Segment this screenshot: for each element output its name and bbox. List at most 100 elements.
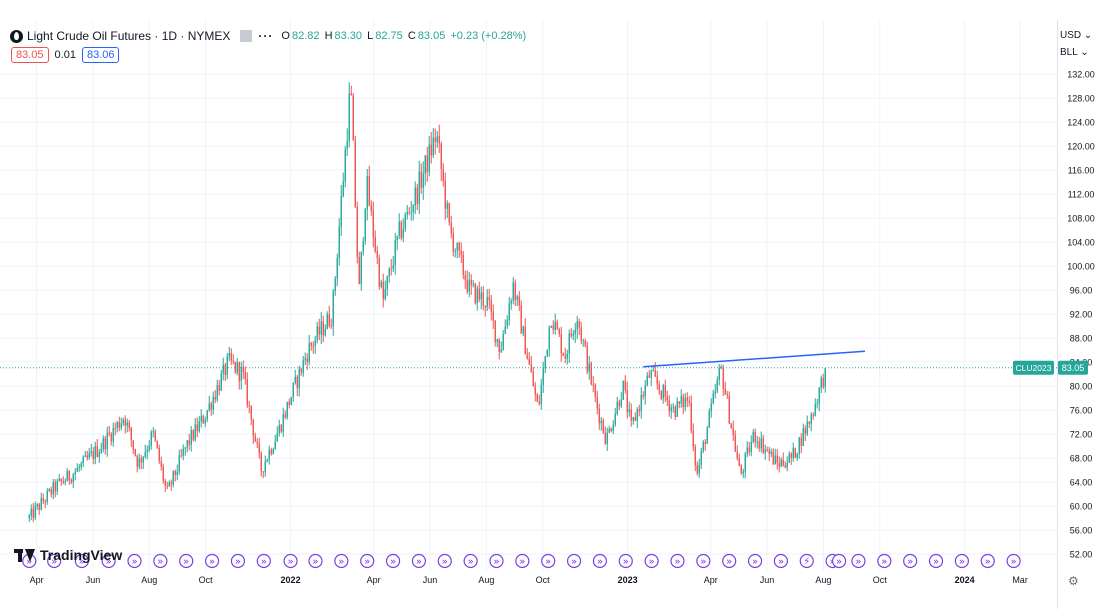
event-marker-icon[interactable]: » — [463, 553, 478, 569]
candle-body — [426, 155, 428, 172]
event-marker-icon[interactable]: » — [928, 553, 944, 569]
more-options-icon[interactable]: ··· — [258, 29, 274, 43]
candle-body — [776, 455, 778, 463]
candle-body — [194, 424, 196, 440]
time-axis: Apr Jun Aug Oct 2022 Apr Jun Aug Oct 2023 Apr Jun Au… — [30, 575, 1028, 585]
candle-body — [646, 375, 648, 386]
event-marker-icon[interactable]: » — [618, 553, 633, 569]
candle-body — [494, 320, 496, 342]
event-marker-icon[interactable]: » — [670, 553, 685, 569]
event-marker-icon[interactable]: » — [592, 553, 608, 569]
event-marker-icon[interactable]: » — [722, 553, 737, 569]
unit-selector[interactable]: BLL ⌄ — [1060, 47, 1089, 58]
event-marker-icon[interactable]: » — [230, 553, 246, 569]
event-marker-icon[interactable]: » — [334, 553, 349, 569]
candle-body — [100, 449, 102, 453]
candle-body — [770, 451, 772, 454]
candle-body — [652, 370, 654, 372]
price-tick-label: 68.00 — [1070, 454, 1093, 464]
candle-body — [704, 441, 706, 444]
event-marker-icon[interactable]: » — [74, 553, 89, 569]
candle-body — [482, 292, 484, 306]
candle-body — [288, 401, 290, 405]
event-marker-icon[interactable]: » — [851, 553, 866, 569]
candle-body — [782, 459, 784, 466]
candle-body — [192, 430, 194, 440]
candle-body — [196, 424, 198, 432]
flag-icon[interactable] — [240, 30, 253, 42]
event-marker-icon[interactable]: » — [153, 553, 168, 569]
svg-text:»: » — [959, 557, 965, 568]
event-marker-icon[interactable]: » — [437, 553, 452, 569]
price-tick-label: 60.00 — [1070, 502, 1093, 512]
candle-body — [290, 397, 292, 405]
symbol-title[interactable]: Light Crude Oil Futures · 1D · NYMEX — [27, 29, 231, 43]
candle-body — [346, 141, 348, 150]
candle-body — [452, 233, 454, 252]
event-marker-icon[interactable]: » — [489, 553, 504, 569]
event-marker-icon[interactable]: » — [179, 553, 194, 569]
candle-body — [550, 325, 552, 328]
candle-body — [398, 222, 400, 236]
candle-body — [296, 376, 298, 389]
candle-body — [572, 334, 574, 336]
event-marker-icon[interactable]: » — [541, 553, 556, 569]
event-marker-icon[interactable]: » — [47, 553, 62, 569]
event-marker-icon[interactable]: » — [1006, 553, 1021, 569]
candle-body — [378, 257, 380, 287]
event-marker-icon[interactable]: » — [385, 553, 401, 569]
candle-body — [278, 425, 280, 434]
event-marker-icon[interactable]: » — [644, 553, 659, 569]
event-marker-icon[interactable]: » — [696, 553, 711, 569]
svg-text:»: » — [390, 557, 396, 568]
event-marker-icon[interactable]: » — [831, 553, 847, 569]
gear-icon[interactable]: ⚙ — [1068, 574, 1079, 588]
event-marker-icon[interactable]: » — [980, 553, 995, 569]
event-marker-icon[interactable]: » — [954, 553, 969, 569]
event-marker-icon[interactable]: » — [903, 553, 918, 569]
candle-body — [58, 478, 60, 481]
candle-body — [758, 441, 760, 449]
event-marker-icon[interactable]: » — [360, 553, 375, 569]
candle-body — [722, 366, 724, 389]
event-marker-icon[interactable]: ⚡ — [799, 553, 814, 569]
candle-body — [664, 385, 666, 397]
candle-body — [732, 427, 734, 436]
candle-body — [202, 415, 204, 424]
svg-text:»: » — [674, 557, 680, 568]
event-marker-icon[interactable]: » — [877, 553, 892, 569]
candle-body — [142, 456, 144, 463]
sell-button[interactable]: 83.05 — [11, 47, 49, 63]
event-marker-icon[interactable]: » — [566, 553, 582, 569]
event-marker-icon[interactable]: » — [411, 553, 427, 569]
event-marker-icon[interactable]: » — [773, 553, 788, 569]
candle-body — [284, 414, 286, 418]
candle-body — [598, 408, 600, 424]
candle-body — [798, 437, 800, 454]
tradingview-logo[interactable]: TradingView — [14, 547, 122, 563]
event-marker-icon[interactable]: » — [308, 553, 323, 569]
candle-body — [650, 371, 652, 378]
candle-body — [736, 451, 738, 459]
event-marker-icon[interactable]: » — [204, 553, 220, 569]
candle-body — [222, 364, 224, 374]
candle-body — [720, 366, 722, 369]
event-marker-icon[interactable]: » — [283, 553, 298, 569]
candle-body — [292, 382, 294, 398]
buy-button[interactable]: 83.06 — [81, 47, 120, 63]
event-marker-icon[interactable]: » — [101, 553, 116, 569]
event-marker-icon[interactable]: » — [515, 553, 530, 569]
event-marker-icon[interactable]: » — [747, 553, 763, 569]
trendline — [643, 350, 865, 368]
candle-body — [156, 440, 158, 449]
candle-body — [312, 345, 314, 347]
candle-body — [390, 268, 392, 270]
event-marker-icon[interactable]: » — [127, 553, 142, 569]
candle-body — [518, 296, 520, 306]
currency-selector[interactable]: USD ⌄ — [1060, 30, 1093, 41]
candle-body — [450, 222, 452, 234]
candle-body — [454, 250, 456, 252]
event-marker-icon[interactable]: » — [256, 553, 271, 569]
candle-body — [814, 404, 816, 416]
